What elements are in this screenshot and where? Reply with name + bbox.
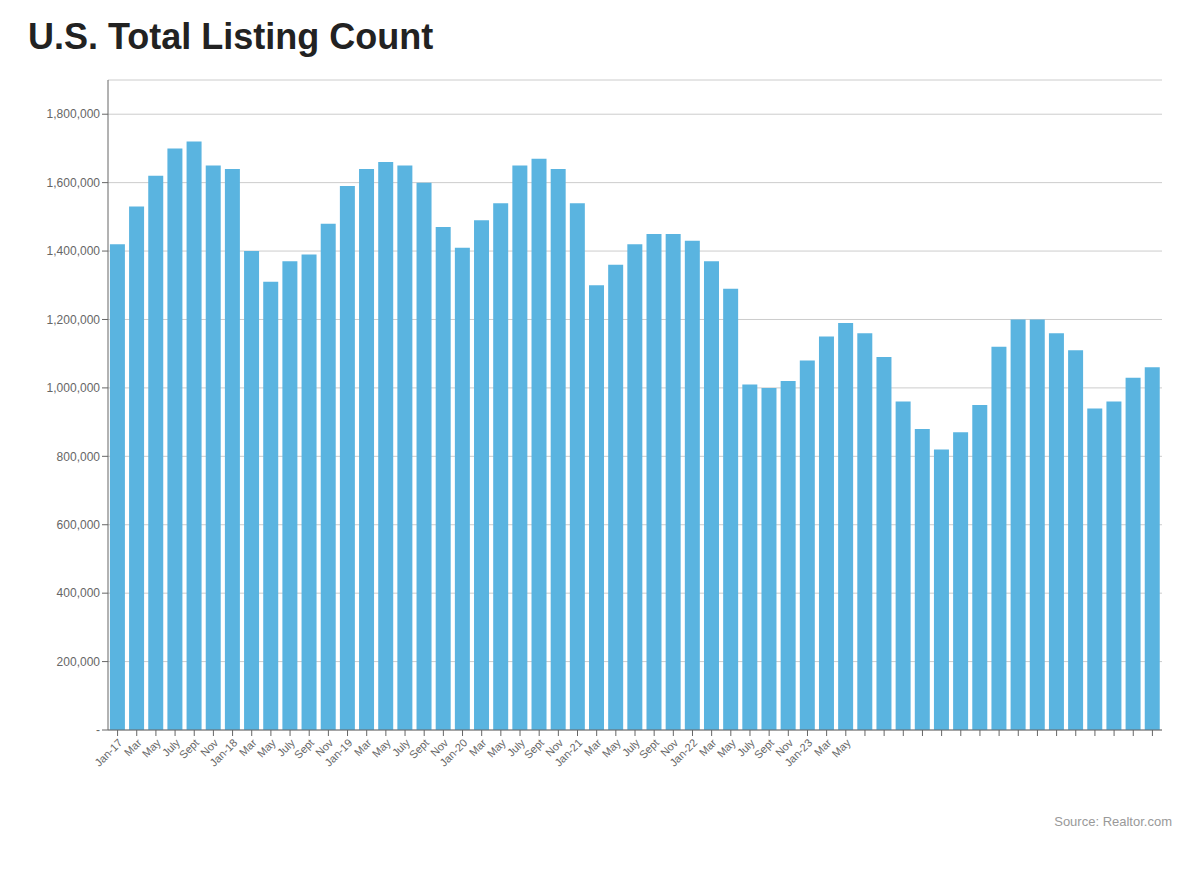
svg-text:800,000: 800,000 (57, 450, 101, 464)
svg-text:Nov: Nov (772, 736, 796, 759)
html-text:Source: Realtor.com: Source: Realtor.com (1054, 814, 1172, 829)
svg-text:1,800,000: 1,800,000 (47, 107, 101, 121)
svg-text:Sept: Sept (407, 736, 431, 760)
svg-text:July: July (274, 736, 297, 759)
svg-text:Mar: Mar (697, 736, 719, 758)
svg-text:1,600,000: 1,600,000 (47, 176, 101, 190)
svg-text:Mar: Mar (237, 736, 259, 758)
svg-text:Nov: Nov (428, 736, 451, 759)
svg-text:Jan-18: Jan-18 (207, 736, 239, 768)
svg-text:Nov: Nov (313, 736, 336, 759)
svg-text:July: July (734, 736, 757, 759)
svg-text:May: May (370, 736, 394, 760)
svg-text:July: July (389, 736, 412, 759)
svg-text:July: July (504, 736, 527, 759)
svg-text:Jan-20: Jan-20 (437, 736, 469, 768)
svg-text:Sept: Sept (637, 736, 661, 760)
svg-text:Sept: Sept (522, 736, 546, 760)
svg-text:-: - (96, 723, 100, 737)
html-text:U.S. Total Listing Count: U.S. Total Listing Count (28, 16, 434, 57)
svg-text:Jan-21: Jan-21 (552, 736, 584, 768)
svg-text:May: May (485, 736, 509, 760)
svg-text:Mar: Mar (467, 736, 489, 758)
svg-text:Nov: Nov (543, 736, 566, 759)
svg-text:Nov: Nov (198, 736, 221, 759)
svg-text:600,000: 600,000 (57, 518, 101, 532)
svg-text:1,400,000: 1,400,000 (47, 244, 101, 258)
svg-text:Sept: Sept (292, 736, 316, 760)
svg-text:Nov: Nov (657, 736, 681, 759)
svg-text:Mar: Mar (812, 736, 834, 758)
svg-text:200,000: 200,000 (57, 655, 101, 669)
svg-text:May: May (715, 736, 739, 760)
svg-text:400,000: 400,000 (57, 586, 101, 600)
svg-text:Jan-23: Jan-23 (782, 736, 814, 768)
svg-text:1,200,000: 1,200,000 (47, 313, 101, 327)
svg-text:May: May (600, 736, 624, 760)
svg-text:May: May (255, 736, 279, 760)
svg-text:Mar: Mar (352, 736, 374, 758)
svg-text:Jan-17: Jan-17 (92, 736, 124, 768)
svg-text:Jan-22: Jan-22 (667, 736, 699, 768)
svg-text:1,000,000: 1,000,000 (47, 381, 101, 395)
svg-text:Sept: Sept (177, 736, 201, 760)
svg-text:July: July (159, 736, 182, 759)
svg-text:May: May (140, 736, 164, 760)
svg-text:May: May (830, 736, 854, 760)
svg-text:Mar: Mar (122, 736, 144, 758)
svg-text:Mar: Mar (582, 736, 604, 758)
svg-text:July: July (619, 736, 642, 759)
svg-text:Jan-19: Jan-19 (322, 736, 354, 768)
svg-text:Sept: Sept (752, 736, 776, 760)
